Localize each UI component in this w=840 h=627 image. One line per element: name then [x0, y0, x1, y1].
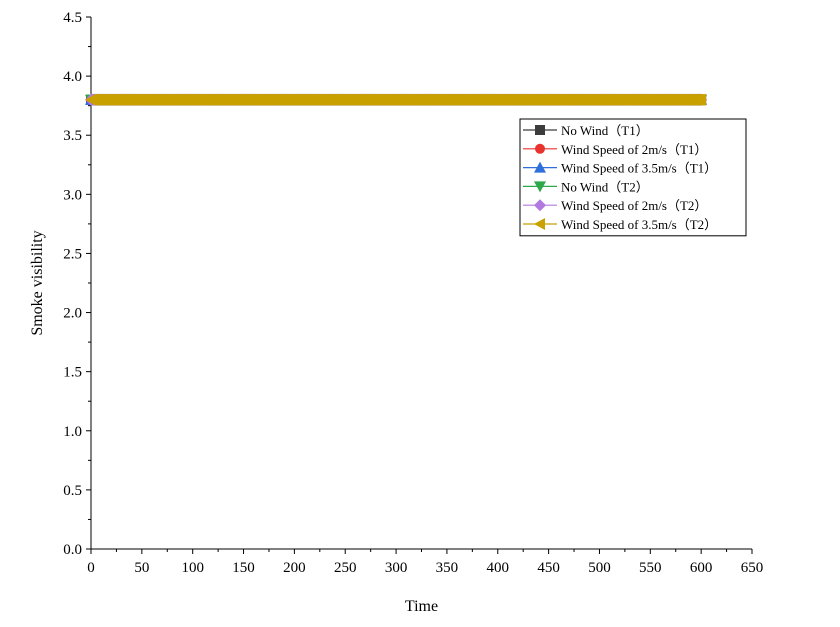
x-tick-label: 0 [87, 560, 95, 576]
axes: 0.0 0.5 1.0 1.5 2.0 2.5 3.0 3.5 4.0 4.5 0 50 100 150 2… [63, 10, 763, 576]
legend-marker [535, 143, 545, 154]
legend-item: Wind Speed of 2m/s（T2） [523, 198, 707, 213]
x-tick-label: 600 [690, 560, 713, 576]
x-axis-title: Time [405, 598, 438, 615]
y-tick-label: 3.5 [63, 128, 82, 144]
x-tick-label: 450 [537, 560, 560, 576]
legend-item: Wind Speed of 3.5m/s（T2） [523, 217, 717, 232]
legend-marker [534, 199, 546, 212]
legend-label: Wind Speed of 2m/s（T2） [561, 198, 707, 213]
x-tick-label: 500 [588, 560, 611, 576]
legend-label: No Wind（T1） [561, 123, 649, 138]
y-tick-label: 3.0 [63, 187, 82, 203]
series-layer [85, 93, 708, 106]
legend-label: Wind Speed of 3.5m/s（T2） [561, 217, 717, 232]
x-tick-label: 400 [487, 560, 510, 576]
legend-item: No Wind（T2） [523, 179, 649, 194]
y-tick-label: 0.0 [63, 542, 82, 558]
legend-item: Wind Speed of 3.5m/s（T1） [523, 161, 717, 176]
y-tick-label: 4.0 [63, 69, 82, 85]
x-tick-label: 650 [741, 560, 764, 576]
y-axis-title: Smoke visibility [29, 230, 46, 335]
legend-marker [534, 181, 546, 193]
legend-marker [534, 161, 546, 173]
legend-label: Wind Speed of 2m/s（T1） [561, 142, 707, 157]
y-tick-label: 2.0 [63, 306, 82, 322]
x-tick-label: 200 [283, 560, 306, 576]
x-tick-label: 50 [134, 560, 149, 576]
y-tick-label: 2.5 [63, 246, 82, 262]
legend-label: No Wind（T2） [561, 179, 649, 194]
x-tick-label: 350 [436, 560, 459, 576]
x-tick-label: 100 [181, 560, 204, 576]
legend-marker [535, 125, 545, 135]
x-tick-label: 250 [334, 560, 357, 576]
y-tick-label: 1.0 [63, 424, 82, 440]
legend-label: Wind Speed of 3.5m/s（T1） [561, 161, 717, 176]
series-6 [85, 93, 707, 106]
legend-item: Wind Speed of 2m/s（T1） [523, 142, 707, 157]
legend-marker [534, 218, 545, 230]
data-point [695, 93, 707, 106]
legend: No Wind（T1） Wind Speed of 2m/s（T1） Wind Sp… [519, 118, 747, 237]
legend-item: No Wind（T1） [523, 123, 649, 138]
x-tick-label: 300 [385, 560, 408, 576]
x-tick-label: 150 [232, 560, 255, 576]
y-tick-label: 4.5 [63, 10, 82, 26]
x-tick-label: 550 [639, 560, 662, 576]
legend-box [519, 118, 747, 237]
y-tick-label: 1.5 [63, 365, 82, 381]
y-tick-label: 0.5 [63, 483, 82, 499]
